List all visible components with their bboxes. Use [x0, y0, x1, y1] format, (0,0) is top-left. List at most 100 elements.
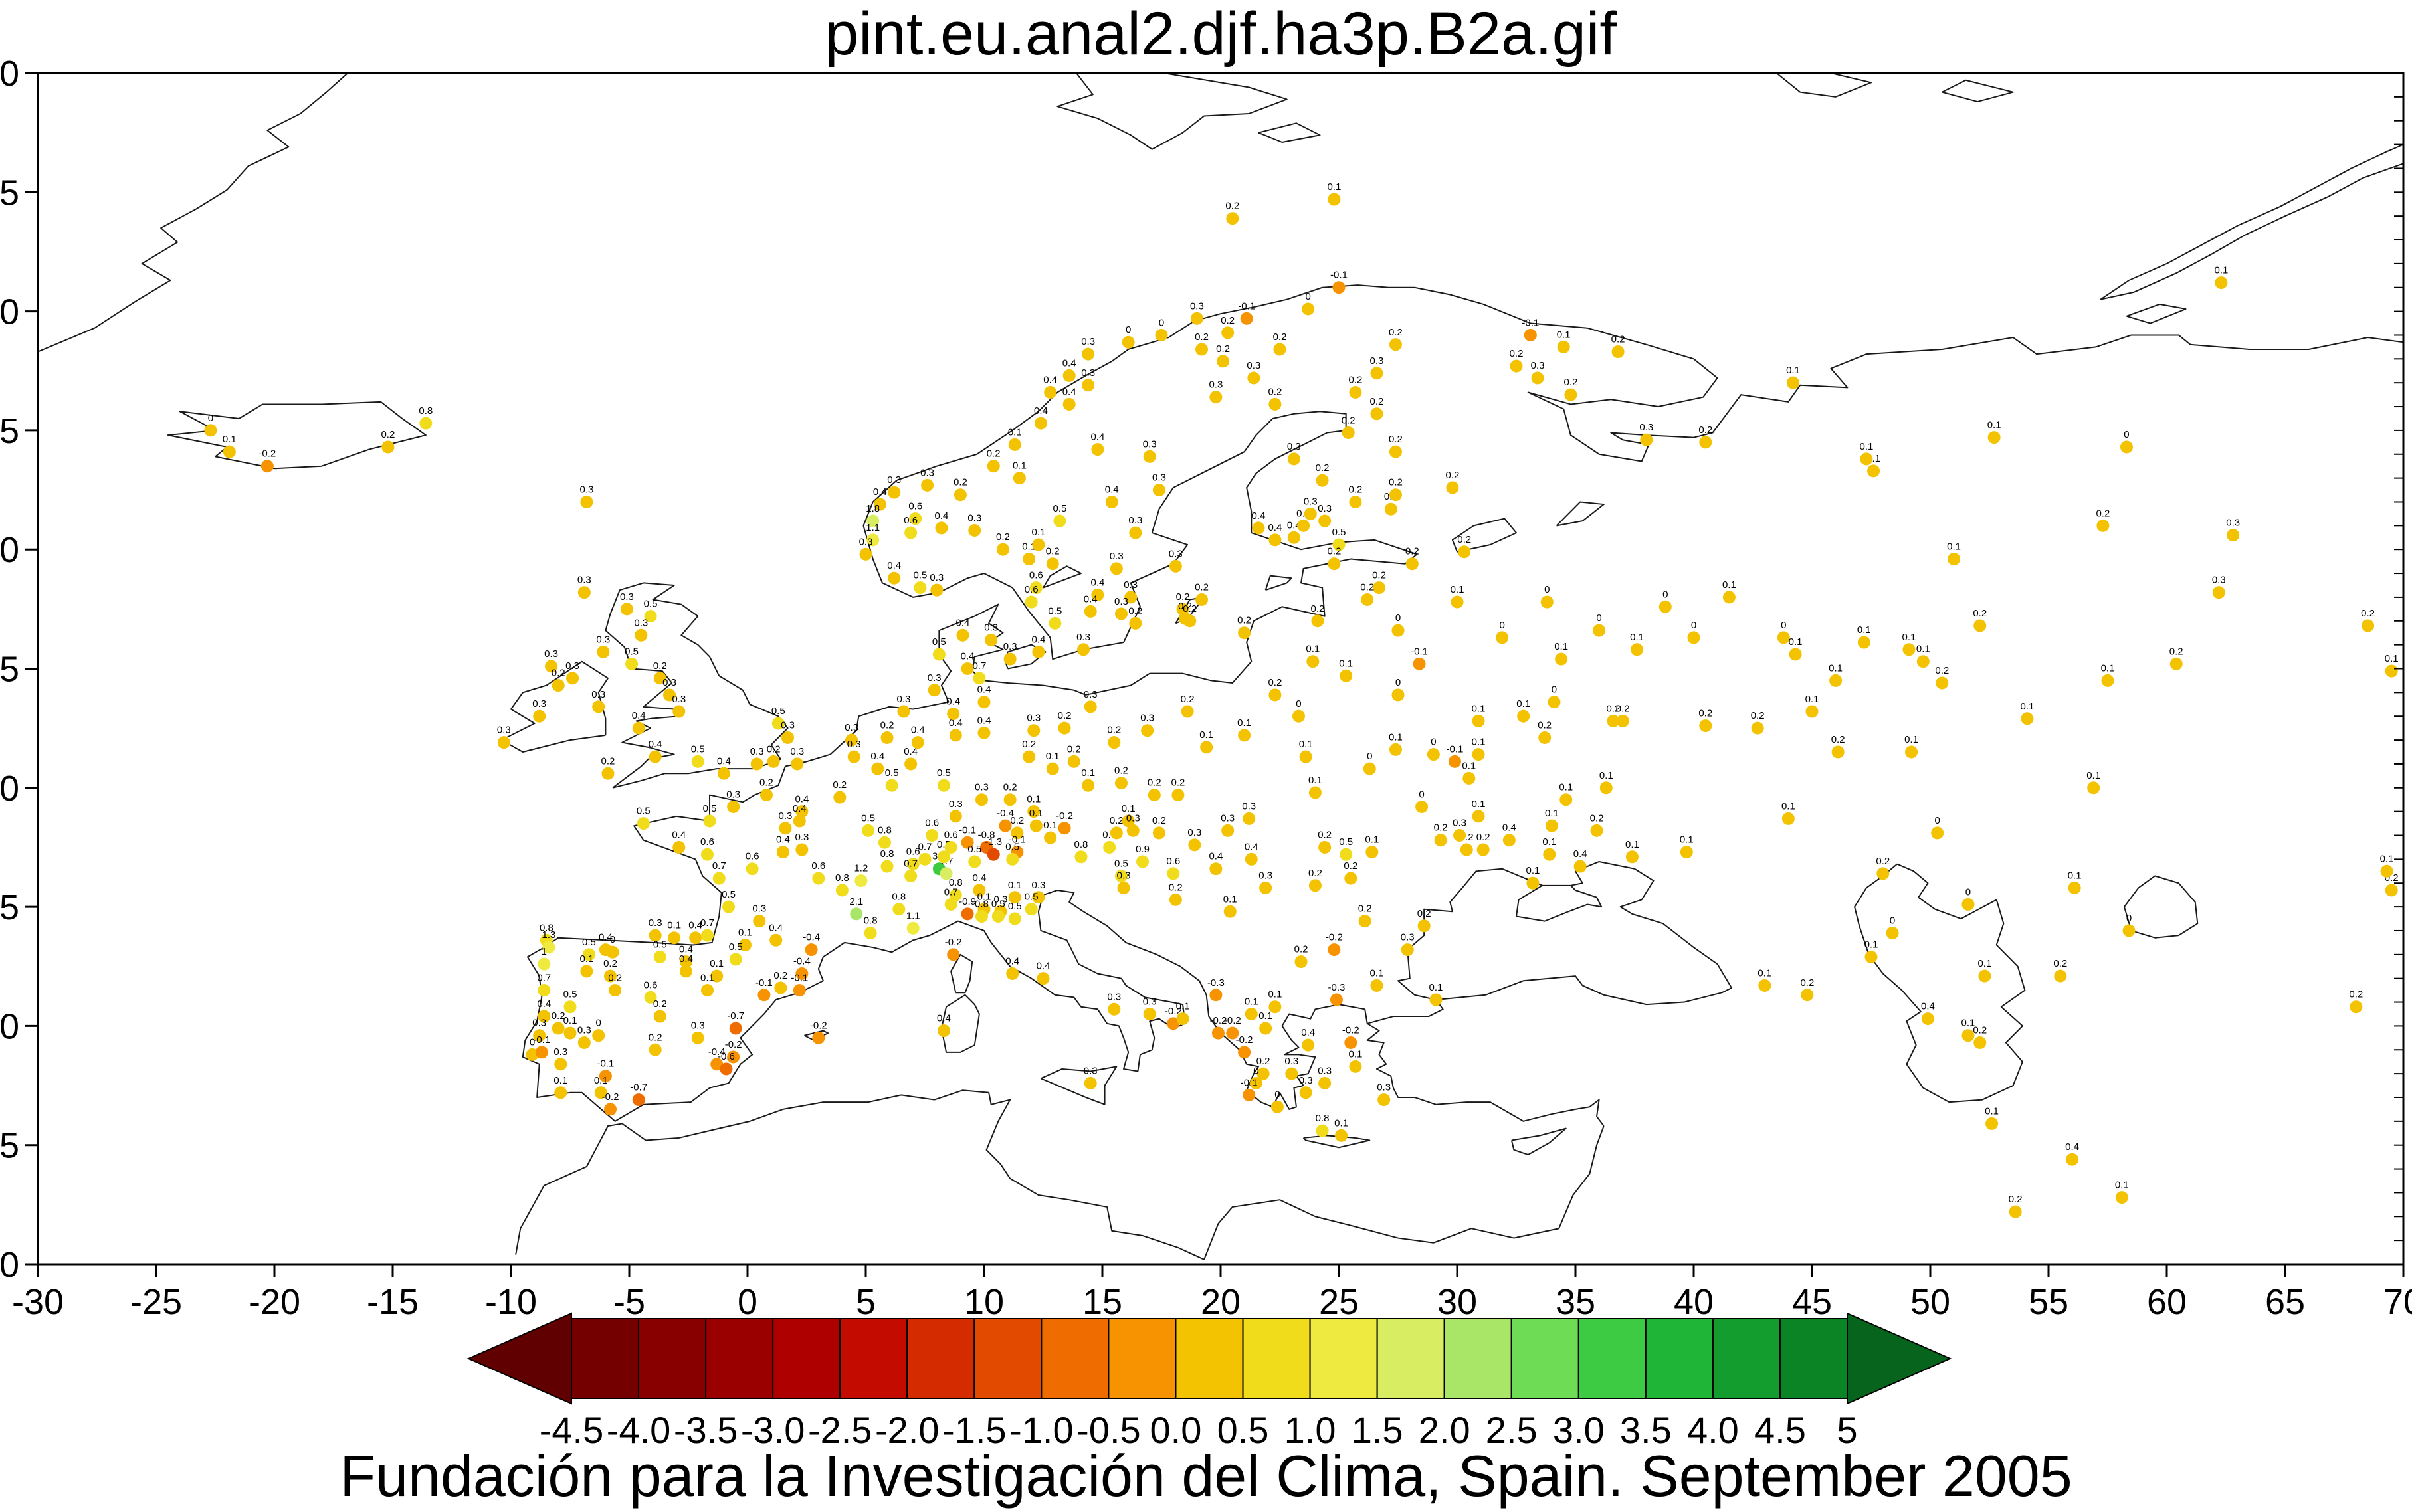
station-dot [1304, 507, 1317, 520]
colorbar-tick-label: 1.0 [1284, 1409, 1336, 1451]
station-value: 0.2 [649, 1032, 662, 1043]
station-value: 0.2 [1152, 815, 1166, 826]
station-dot [1008, 438, 1021, 451]
x-tick-label: 30 [1437, 1282, 1477, 1322]
station-dot [592, 1029, 605, 1042]
station-dot [996, 543, 1009, 556]
station-dot [795, 843, 809, 856]
station-dot [1458, 545, 1471, 559]
station-dot [2227, 529, 2240, 542]
station-dot [1294, 955, 1308, 969]
station-dot [722, 900, 736, 913]
station-dot [1349, 386, 1362, 399]
station-value: 0.1 [1008, 880, 1022, 891]
station-value: 0 [1306, 291, 1311, 302]
station-dot [653, 672, 666, 685]
station-value: 0.1 [553, 1075, 567, 1086]
station-value: 0.5 [1025, 892, 1039, 903]
colorbar-tick-label: -1.0 [1009, 1409, 1074, 1451]
station-dot [1631, 643, 1644, 656]
station-dot [223, 445, 236, 458]
station-dot [1978, 969, 1991, 983]
station-value: 0.1 [1961, 1018, 1975, 1029]
station-value: 0.4 [688, 920, 702, 931]
station-dot [1169, 893, 1182, 906]
station-value: 2.1 [849, 896, 863, 907]
station-value: 0.1 [1008, 426, 1022, 438]
station-dot [1801, 989, 1814, 1002]
station-dot [2054, 969, 2067, 983]
station-value: 0.3 [795, 832, 809, 843]
station-dot [1049, 616, 1062, 630]
station-value: 0.1 [1451, 584, 1464, 595]
colorbar-segment [1645, 1318, 1714, 1399]
station-value: 0.9 [1136, 844, 1150, 855]
station-dot [1223, 905, 1237, 918]
station-dot [1243, 812, 1256, 825]
station-dot [1573, 860, 1587, 873]
station-dot [609, 984, 622, 997]
station-value: 0.2 [1067, 743, 1081, 755]
station-value: 0.1 [2380, 853, 2394, 864]
station-value: 0.2 [1445, 470, 1459, 481]
station-dot [1252, 521, 1265, 535]
coastline [1203, 1125, 1605, 1260]
station-value: 0.3 [1081, 336, 1095, 347]
station-value: 0.4 [1031, 634, 1045, 645]
station-value: 0.3 [672, 694, 686, 705]
station-value: -0.2 [1326, 932, 1343, 943]
station-dot [649, 1043, 662, 1056]
station-dot [975, 793, 988, 806]
station-dot [1084, 700, 1097, 713]
station-dot [1091, 588, 1104, 601]
coastline [2123, 875, 2199, 939]
station-value: 0 [1596, 613, 1601, 624]
station-value: 0.1 [1027, 794, 1041, 805]
station-value: 0.4 [956, 617, 970, 628]
colorbar-tick-label: -3.5 [674, 1409, 738, 1451]
colorbar-tick-label: 3.5 [1620, 1409, 1672, 1451]
station-dot [930, 583, 944, 597]
station-dot [597, 645, 610, 658]
station-value: 0.3 [897, 694, 911, 705]
station-dot [538, 957, 551, 971]
station-dot [580, 965, 593, 978]
station-dot [1023, 553, 1036, 566]
station-value: 0.8 [864, 915, 878, 927]
station-value: -0.1 [1522, 317, 1539, 328]
station-dot [538, 984, 551, 997]
coastline [38, 73, 349, 353]
station-value: 0.2 [2053, 958, 2067, 969]
colorbar-right-arrow [1847, 1312, 1952, 1405]
station-value: 0.1 [1245, 996, 1258, 1007]
station-value: 0.7 [918, 841, 932, 852]
station-value: 0.2 [1176, 591, 1190, 603]
station-dot [1451, 595, 1464, 609]
station-value: 0.1 [1902, 632, 1916, 643]
coastline [1942, 79, 2014, 103]
station-dot [1126, 824, 1140, 837]
station-value: 0.2 [1417, 908, 1431, 919]
station-dot [1564, 388, 1577, 401]
station-dot [2066, 1153, 2079, 1166]
station-value: 0 [1395, 613, 1401, 624]
station-value: -0.2 [1056, 810, 1073, 822]
station-value: 0.1 [2385, 653, 2399, 664]
station-dot [1032, 645, 1045, 658]
station-value: 0 [530, 1036, 535, 1048]
y-tick-label: 80 [0, 54, 19, 94]
station-value: 0.5 [653, 939, 667, 950]
station-dot [2385, 664, 2398, 678]
station-value: 0.6 [700, 836, 714, 848]
station-value: 0.2 [1698, 708, 1712, 719]
station-dot [204, 424, 217, 437]
x-tick-label: 20 [1201, 1282, 1241, 1322]
station-dot [1611, 345, 1625, 359]
station-dot [888, 486, 901, 499]
station-dot [1318, 840, 1332, 854]
station-dot [1545, 819, 1558, 832]
station-dot [582, 948, 595, 961]
station-value: 0.1 [1599, 770, 1613, 781]
station-dot [1141, 724, 1154, 737]
station-value: 0.3 [497, 725, 511, 736]
